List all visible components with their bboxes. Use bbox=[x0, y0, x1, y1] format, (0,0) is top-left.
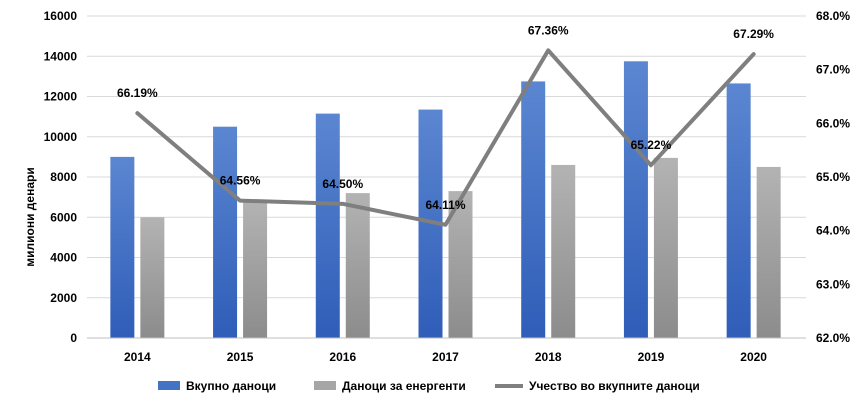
bar-total-taxes bbox=[110, 156, 135, 338]
bar-energy-taxes bbox=[140, 217, 165, 338]
x-tick-label: 2015 bbox=[227, 350, 254, 364]
legend-label: Учество во вкупните даноци bbox=[529, 379, 700, 393]
share-data-label: 66.19% bbox=[117, 86, 158, 100]
bar-energy-taxes bbox=[345, 193, 370, 338]
y-tick-label: 16000 bbox=[44, 9, 78, 23]
y2-tick-label: 66.0% bbox=[816, 116, 850, 130]
x-tick-label: 2020 bbox=[740, 350, 767, 364]
share-data-label: 64.11% bbox=[425, 198, 465, 212]
y-tick-label: 8000 bbox=[50, 170, 77, 184]
bar-energy-taxes bbox=[653, 157, 678, 338]
y2-tick-label: 62.0% bbox=[816, 331, 850, 345]
share-line-path bbox=[135, 48, 756, 227]
share-data-label: 65.22% bbox=[631, 138, 672, 152]
x-axis: 2014 2015 2016 2017 2018 2019 2020 bbox=[87, 337, 806, 364]
x-tick-label: 2014 bbox=[124, 350, 151, 364]
y2-tick-label: 64.0% bbox=[816, 224, 850, 238]
y2-tick-label: 63.0% bbox=[816, 277, 850, 291]
y-axis-right: 62.0% 63.0% 64.0% 65.0% 66.0% 67.0% 68.0% bbox=[816, 9, 850, 345]
data-labels: 66.19% 64.56% 64.50% 64.11% 67.36% 65.22% 67.2… bbox=[117, 23, 774, 211]
bar-total-taxes bbox=[521, 81, 546, 338]
y-tick-label: 2000 bbox=[50, 291, 77, 305]
y-tick-label: 14000 bbox=[44, 49, 78, 63]
gridlines bbox=[87, 15, 806, 339]
bar-total-taxes bbox=[623, 61, 648, 338]
y2-tick-label: 68.0% bbox=[816, 9, 850, 23]
bar-energy-taxes bbox=[243, 201, 268, 338]
legend-label: Даноци за енергенти bbox=[342, 379, 466, 393]
bar-total-taxes bbox=[315, 113, 340, 338]
y-axis-left: 0 2000 4000 6000 8000 10000 12000 14000 16000 bbox=[44, 9, 78, 345]
y-tick-label: 10000 bbox=[44, 130, 78, 144]
legend-swatch bbox=[314, 381, 336, 390]
y-tick-label: 4000 bbox=[50, 251, 77, 265]
share-data-label: 64.50% bbox=[322, 177, 363, 191]
legend-label: Вкупно даноци bbox=[186, 379, 276, 393]
share-data-label: 67.36% bbox=[528, 23, 569, 37]
x-tick-label: 2018 bbox=[535, 350, 562, 364]
y-tick-label: 6000 bbox=[50, 210, 77, 224]
x-tick-label: 2019 bbox=[638, 350, 665, 364]
legend-swatch bbox=[158, 381, 180, 390]
y2-tick-label: 67.0% bbox=[816, 63, 850, 77]
bar-total-taxes bbox=[213, 126, 238, 338]
share-line bbox=[135, 48, 756, 227]
bar-energy-taxes bbox=[756, 166, 781, 338]
share-data-label: 64.56% bbox=[220, 174, 261, 188]
x-tick-label: 2017 bbox=[432, 350, 459, 364]
y-tick-label: 0 bbox=[70, 331, 77, 345]
y-tick-label: 12000 bbox=[44, 90, 78, 104]
y2-tick-label: 65.0% bbox=[816, 170, 850, 184]
share-data-label: 67.29% bbox=[733, 27, 774, 41]
legend: Вкупно даноци Даноци за енергенти Учество … bbox=[158, 379, 700, 393]
bar-energy-taxes bbox=[551, 164, 576, 338]
bar-total-taxes bbox=[726, 83, 751, 338]
x-tick-label: 2016 bbox=[329, 350, 356, 364]
y-axis-label: милиони денари bbox=[23, 167, 37, 266]
